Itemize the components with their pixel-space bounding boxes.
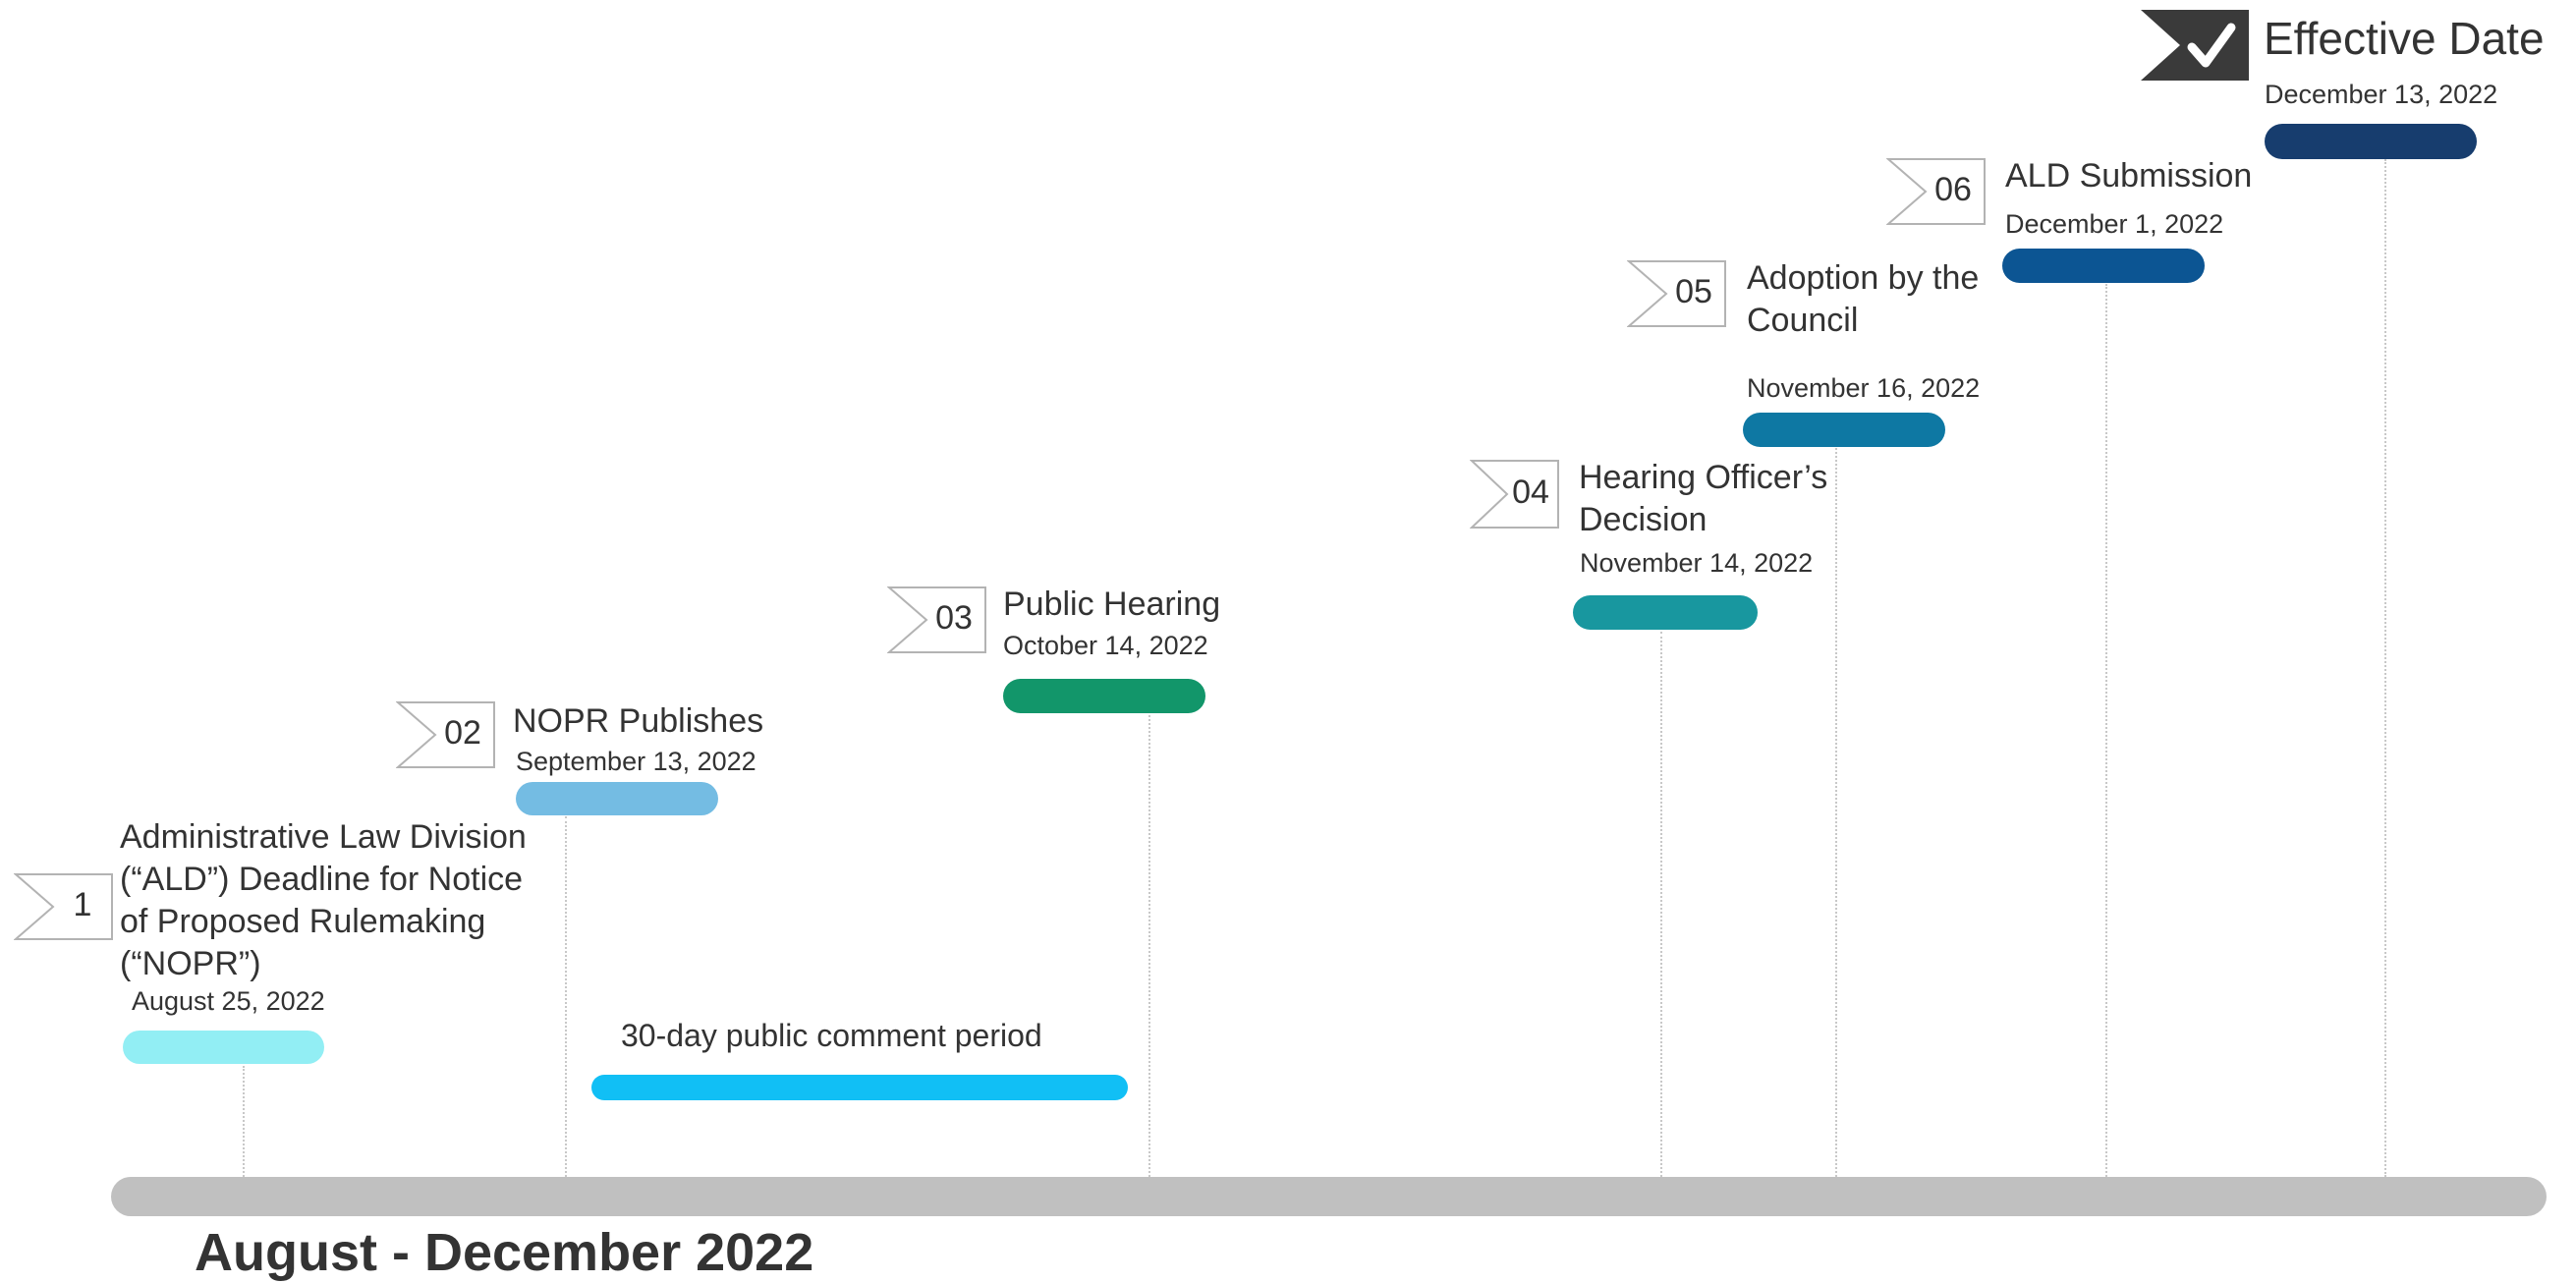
flag-marker-icon: [1886, 158, 1986, 225]
milestone-6-title: ALD Submission: [2005, 157, 2253, 195]
connector-line-5: [1835, 448, 1837, 1177]
milestone-1-number: 1: [73, 886, 92, 923]
effective-date-date: December 13, 2022: [2265, 80, 2498, 109]
milestone-5-bar: [1743, 413, 1945, 447]
connector-line-2: [565, 816, 567, 1177]
milestone-4-bar: [1573, 595, 1758, 630]
effective-date-flag: [2141, 10, 2251, 81]
checkmark-icon: [2141, 10, 2249, 81]
milestone-4-title: Hearing Officer’s Decision: [1579, 459, 1828, 538]
timeline-axis-bar: [111, 1177, 2547, 1216]
comment-period-label: 30-day public comment period: [621, 1018, 1042, 1053]
milestone-1-title: Administrative Law Division (“ALD”) Dead…: [120, 818, 527, 982]
connector-line-7: [2384, 159, 2386, 1177]
milestone-6-date: December 1, 2022: [2005, 209, 2224, 239]
milestone-2-bar: [516, 782, 718, 815]
flag-marker-icon: [396, 701, 495, 768]
milestone-5-flag: 05: [1627, 259, 1727, 328]
milestone-6-number: 06: [1934, 171, 1972, 208]
milestone-4-number: 04: [1512, 474, 1549, 511]
milestone-2-date: September 13, 2022: [516, 747, 756, 776]
connector-line-1: [243, 1066, 245, 1177]
flag-marker-icon: [1627, 260, 1726, 327]
milestone-2-number: 02: [444, 714, 481, 752]
timeline-axis-label: August - December 2022: [195, 1223, 814, 1282]
milestone-4-date: November 14, 2022: [1580, 548, 1814, 578]
milestone-5-date: November 16, 2022: [1747, 373, 1981, 403]
connector-line-6: [2105, 284, 2107, 1177]
milestone-5-title: Adoption by the Council: [1747, 259, 1980, 339]
milestone-6-bar: [2002, 249, 2205, 283]
flag-marker-icon: [887, 586, 986, 653]
effective-date-title: Effective Date: [2264, 13, 2545, 64]
milestone-1-bar: [123, 1031, 324, 1064]
milestone-4-flag: 04: [1470, 459, 1560, 530]
flag-marker-icon: [14, 873, 113, 940]
connector-line-4: [1660, 632, 1662, 1177]
milestone-6-flag: 06: [1886, 157, 1987, 226]
comment-period-bar: [591, 1075, 1128, 1100]
connector-line-3: [1148, 715, 1150, 1177]
milestone-3-number: 03: [935, 599, 973, 637]
milestone-2-flag: 02: [396, 700, 496, 769]
milestone-1-flag: 1: [14, 872, 114, 941]
milestone-1-date: August 25, 2022: [132, 986, 325, 1016]
milestone-3-date: October 14, 2022: [1003, 631, 1208, 660]
flag-marker-icon: [1470, 460, 1559, 529]
milestone-3-flag: 03: [887, 586, 987, 654]
milestone-2-title: NOPR Publishes: [513, 702, 764, 740]
effective-date-bar: [2265, 124, 2477, 159]
milestone-3-bar: [1003, 679, 1205, 713]
milestone-3-title: Public Hearing: [1003, 586, 1221, 623]
milestone-5-number: 05: [1675, 273, 1712, 310]
